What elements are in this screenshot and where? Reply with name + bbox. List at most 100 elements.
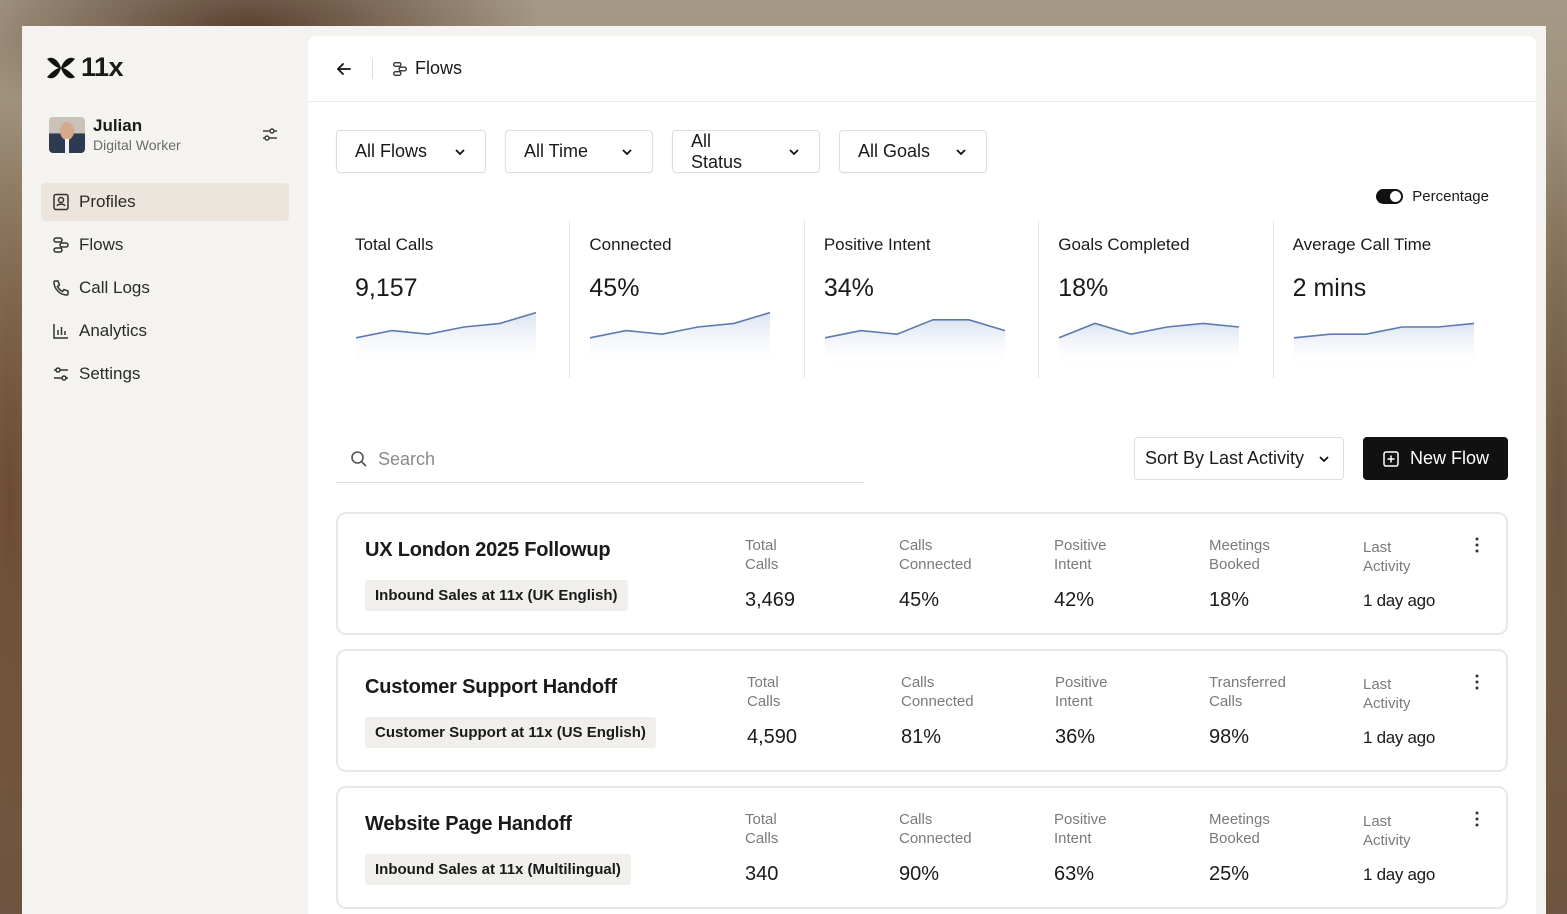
metric-label: Meetings Booked: [1209, 537, 1270, 573]
logo-icon: [47, 57, 75, 78]
stat-average-call-time: Average Call Time 2 mins: [1274, 220, 1508, 378]
metric-label: Last Activity: [1363, 676, 1411, 712]
sliders-icon[interactable]: [261, 126, 279, 144]
stat-positive-intent: Positive Intent 34%: [805, 220, 1040, 378]
metric-positive-intent: Positive Intent 42%: [1054, 536, 1164, 612]
phone-icon: [53, 280, 69, 296]
filter-status-dropdown[interactable]: All Status: [672, 130, 820, 173]
metric-value: 3,469: [745, 589, 796, 611]
sidebar-item-profiles[interactable]: Profiles: [41, 183, 289, 221]
flow-tag: Inbound Sales at 11x (UK English): [365, 580, 628, 611]
avatar: [49, 117, 85, 153]
metric-label: Meetings Booked: [1209, 811, 1270, 847]
profile-name: Julian: [93, 116, 143, 135]
logo-text: 11x: [81, 52, 124, 82]
sidebar-item-label: Analytics: [79, 321, 148, 340]
plus-square-icon: [1383, 450, 1399, 467]
stat-value: 2 mins: [1292, 274, 1367, 302]
filter-label: All Flows: [355, 141, 428, 161]
stat-label: Total Calls: [355, 235, 434, 254]
search-input[interactable]: [378, 448, 848, 470]
new-flow-button[interactable]: New Flow: [1363, 437, 1508, 480]
flow-card[interactable]: Customer Support Handoff Customer Suppor…: [336, 649, 1508, 772]
metric-label: Positive Intent: [1054, 537, 1107, 573]
flow-title[interactable]: Website Page Handoff: [365, 813, 572, 835]
sidebar-item-flows[interactable]: Flows: [41, 226, 289, 264]
metric-positive-intent: Positive Intent 63%: [1054, 810, 1164, 886]
flow-tag: Inbound Sales at 11x (Multilingual): [365, 854, 631, 885]
sort-label: Sort By Last Activity: [1145, 448, 1305, 468]
metric-value: 42%: [1054, 589, 1095, 611]
sort-dropdown[interactable]: Sort By Last Activity: [1134, 437, 1344, 480]
more-vertical-icon[interactable]: [1474, 673, 1480, 691]
flow-title[interactable]: Customer Support Handoff: [365, 676, 617, 698]
sliders-icon: [54, 367, 68, 381]
filter-bar: All Flows All Time All Status All Goals: [336, 130, 987, 173]
sidebar-item-analytics[interactable]: Analytics: [41, 312, 289, 350]
flow-card[interactable]: UX London 2025 Followup Inbound Sales at…: [336, 512, 1508, 635]
sparkline: [1293, 322, 1474, 365]
sidebar-item-settings[interactable]: Settings: [41, 355, 289, 393]
filter-time-dropdown[interactable]: All Time: [505, 130, 653, 173]
topbar: Flows: [308, 36, 1536, 102]
search-icon: [351, 451, 367, 467]
metric-meetings-booked: Meetings Booked 25%: [1209, 810, 1319, 886]
page-title: Flows: [415, 58, 463, 78]
metric-total-calls: Total Calls 4,590: [747, 673, 857, 749]
main-panel: Flows All Flows All Time All Status All …: [308, 36, 1536, 914]
metric-value: 4,590: [747, 726, 798, 748]
metric-label: Calls Connected: [899, 537, 972, 573]
stat-label: Positive Intent: [823, 235, 931, 254]
bar-chart-icon: [53, 324, 68, 339]
metric-value: 90%: [899, 863, 940, 885]
filter-goals-dropdown[interactable]: All Goals: [839, 130, 987, 173]
sidebar-item-label: Flows: [79, 235, 124, 254]
stat-value: 9,157: [355, 274, 418, 302]
metric-value: 18%: [1209, 589, 1250, 611]
toggle-label: Percentage: [1412, 188, 1489, 205]
flow-title[interactable]: UX London 2025 Followup: [365, 539, 611, 561]
metric-value: 45%: [899, 589, 940, 611]
metric-value: 63%: [1054, 863, 1095, 885]
divider: [372, 58, 373, 79]
new-flow-label: New Flow: [1409, 448, 1489, 468]
sparkline-area: [1059, 323, 1240, 365]
percentage-toggle[interactable]: [1376, 189, 1404, 204]
metric-positive-intent: Positive Intent 36%: [1055, 673, 1165, 749]
metric-value: 98%: [1209, 726, 1250, 748]
sidebar-nav: Profiles Flows Call Logs Analytics: [41, 183, 289, 398]
stat-value: 18%: [1058, 274, 1109, 302]
profile-role: Digital Worker: [93, 137, 181, 153]
chevron-down-icon: [1319, 455, 1329, 462]
filter-flows-dropdown[interactable]: All Flows: [336, 130, 486, 173]
metric-label: Total Calls: [745, 811, 779, 847]
flows-icon: [393, 61, 407, 76]
sparkline-line: [355, 311, 537, 339]
stat-total-calls: Total Calls 9,157: [336, 220, 571, 378]
metric-label: Total Calls: [745, 537, 779, 573]
more-vertical-icon[interactable]: [1474, 536, 1480, 554]
sparkline-area: [1293, 323, 1474, 365]
chevron-down-icon: [622, 148, 632, 155]
metric-label: Calls Connected: [899, 811, 972, 847]
back-arrow-icon[interactable]: [334, 59, 354, 79]
profile-card[interactable]: Julian Digital Worker: [49, 116, 279, 154]
sparkline-line: [1058, 322, 1240, 339]
filter-label: All Time: [524, 141, 589, 161]
logo[interactable]: 11x: [45, 52, 124, 83]
metric-calls-connected: Calls Connected 81%: [901, 673, 1011, 749]
metric-label: Transferred Calls: [1209, 674, 1286, 710]
stat-label: Goals Completed: [1058, 235, 1190, 254]
more-vertical-icon[interactable]: [1474, 810, 1480, 828]
metric-meetings-booked: Meetings Booked 18%: [1209, 536, 1319, 612]
metric-value: 1 day ago: [1363, 591, 1435, 610]
sparkline: [590, 311, 771, 365]
stats-row: Total Calls 9,157 Connected 45% Positive…: [336, 220, 1508, 378]
chevron-down-icon: [455, 148, 465, 155]
stat-value: 34%: [823, 274, 874, 302]
sparkline-area: [824, 319, 1005, 365]
flow-card[interactable]: Website Page Handoff Inbound Sales at 11…: [336, 786, 1508, 909]
metric-total-calls: Total Calls 340: [745, 810, 855, 886]
sidebar-item-call-logs[interactable]: Call Logs: [41, 269, 289, 307]
sparkline: [1058, 322, 1240, 365]
